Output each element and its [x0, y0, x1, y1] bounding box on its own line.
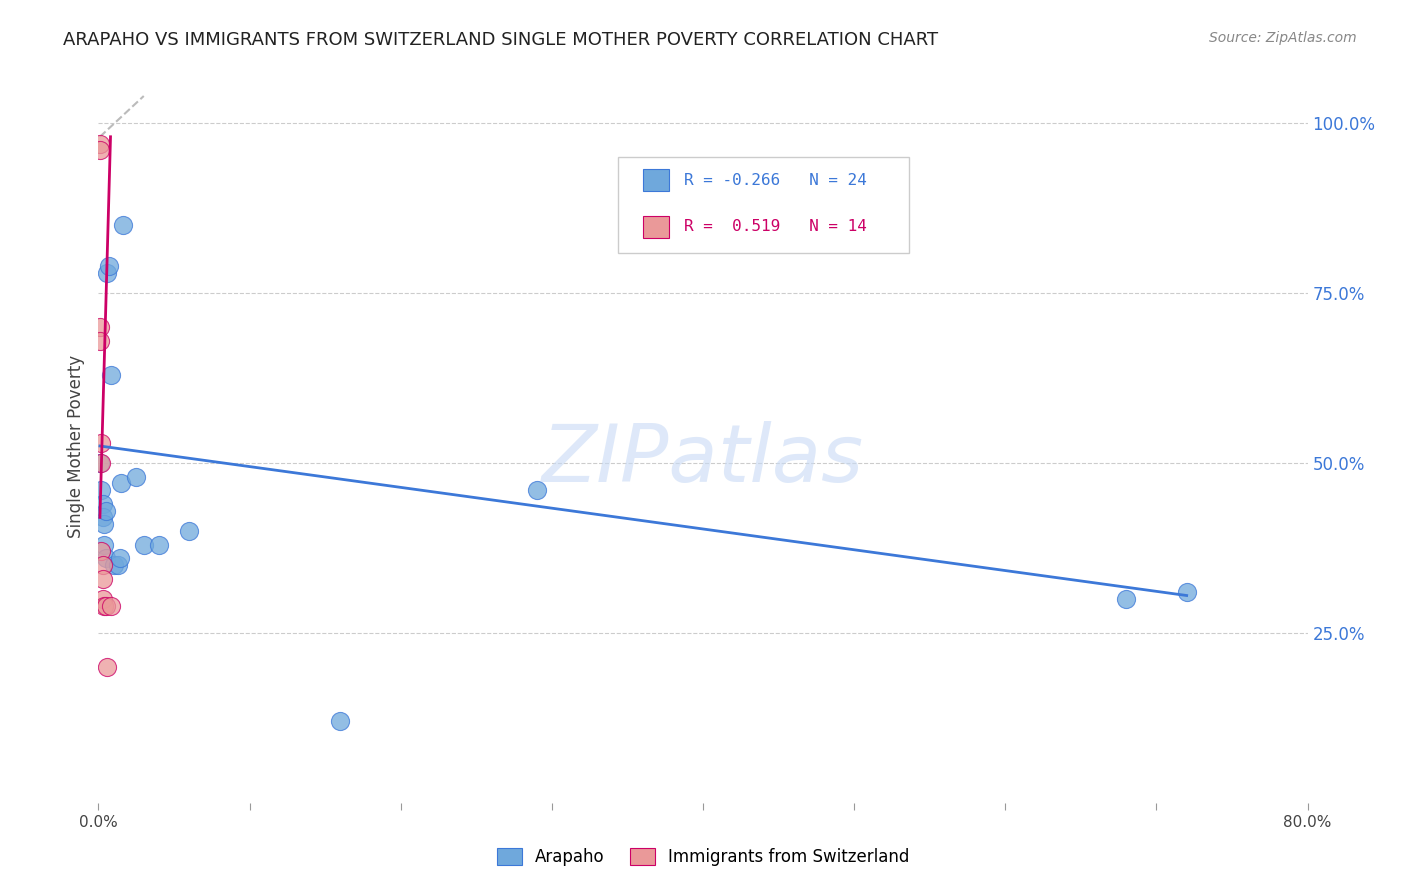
Point — [132, 537, 155, 551]
Point — [94, 551, 117, 566]
Point — [107, 558, 129, 572]
Point — [125, 469, 148, 483]
Point — [89, 136, 111, 151]
Point — [111, 218, 134, 232]
Point — [91, 558, 114, 572]
Point — [1115, 591, 1137, 606]
Point — [526, 483, 548, 498]
Text: ARAPAHO VS IMMIGRANTS FROM SWITZERLAND SINGLE MOTHER POVERTY CORRELATION CHART: ARAPAHO VS IMMIGRANTS FROM SWITZERLAND S… — [63, 31, 938, 49]
Point — [90, 483, 112, 498]
Point — [91, 572, 114, 586]
Point — [94, 503, 117, 517]
Point — [89, 320, 111, 334]
Point — [90, 435, 112, 450]
Point — [93, 599, 115, 613]
Point — [329, 714, 352, 729]
Point — [98, 259, 121, 273]
Point — [94, 599, 117, 613]
Point — [96, 660, 118, 674]
Point — [100, 599, 122, 613]
Point — [110, 476, 132, 491]
Point — [93, 537, 115, 551]
Point — [108, 551, 131, 566]
Point — [100, 368, 122, 382]
Point — [90, 456, 112, 470]
Point — [179, 524, 201, 538]
Text: R =  0.519   N = 14: R = 0.519 N = 14 — [683, 219, 866, 234]
Point — [91, 591, 114, 606]
Text: ZIPatlas: ZIPatlas — [541, 421, 865, 500]
Point — [89, 456, 111, 470]
Text: Source: ZipAtlas.com: Source: ZipAtlas.com — [1209, 31, 1357, 45]
Point — [91, 510, 114, 524]
FancyBboxPatch shape — [643, 169, 669, 191]
Point — [96, 266, 118, 280]
Point — [103, 558, 125, 572]
Point — [90, 544, 112, 558]
Point — [93, 517, 115, 532]
Legend: Arapaho, Immigrants from Switzerland: Arapaho, Immigrants from Switzerland — [496, 847, 910, 866]
Y-axis label: Single Mother Poverty: Single Mother Poverty — [66, 354, 84, 538]
Point — [1175, 585, 1198, 599]
FancyBboxPatch shape — [619, 157, 908, 253]
Point — [89, 334, 111, 348]
Point — [148, 537, 170, 551]
Point — [89, 144, 111, 158]
Point — [91, 497, 114, 511]
FancyBboxPatch shape — [643, 216, 669, 237]
Text: R = -0.266   N = 24: R = -0.266 N = 24 — [683, 173, 866, 187]
